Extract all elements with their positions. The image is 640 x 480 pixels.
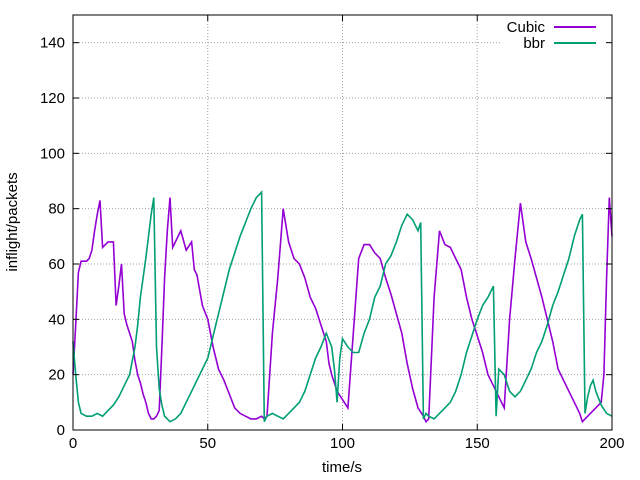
grid-lines xyxy=(73,15,612,430)
x-tick-label: 0 xyxy=(69,435,77,452)
y-axis-label: inflight/packets xyxy=(4,172,21,271)
y-tick-label: 140 xyxy=(40,35,65,52)
x-tick-label: 150 xyxy=(465,435,490,452)
legend-label-cubic: Cubic xyxy=(507,19,546,36)
series-line-cubic xyxy=(72,197,613,424)
y-tick-label: 40 xyxy=(48,311,65,328)
x-tick-label: 100 xyxy=(330,435,355,452)
series-line-bbr xyxy=(72,190,613,423)
y-tick-label: 20 xyxy=(48,367,65,384)
x-tick-label: 50 xyxy=(199,435,216,452)
x-axis-label: time/s xyxy=(322,459,362,476)
y-tick-label: 0 xyxy=(57,422,65,439)
y-tick-label: 60 xyxy=(48,256,65,273)
axis-ticks: 0 20 40 60 80 100 120 140 0 50 100 150 200 xyxy=(40,15,625,452)
x-tick-label: 200 xyxy=(599,435,624,452)
y-tick-label: 80 xyxy=(48,201,65,218)
y-tick-label: 120 xyxy=(40,90,65,107)
legend-label-bbr: bbr xyxy=(523,35,545,52)
series-layer xyxy=(72,190,613,424)
y-tick-label: 100 xyxy=(40,145,65,162)
